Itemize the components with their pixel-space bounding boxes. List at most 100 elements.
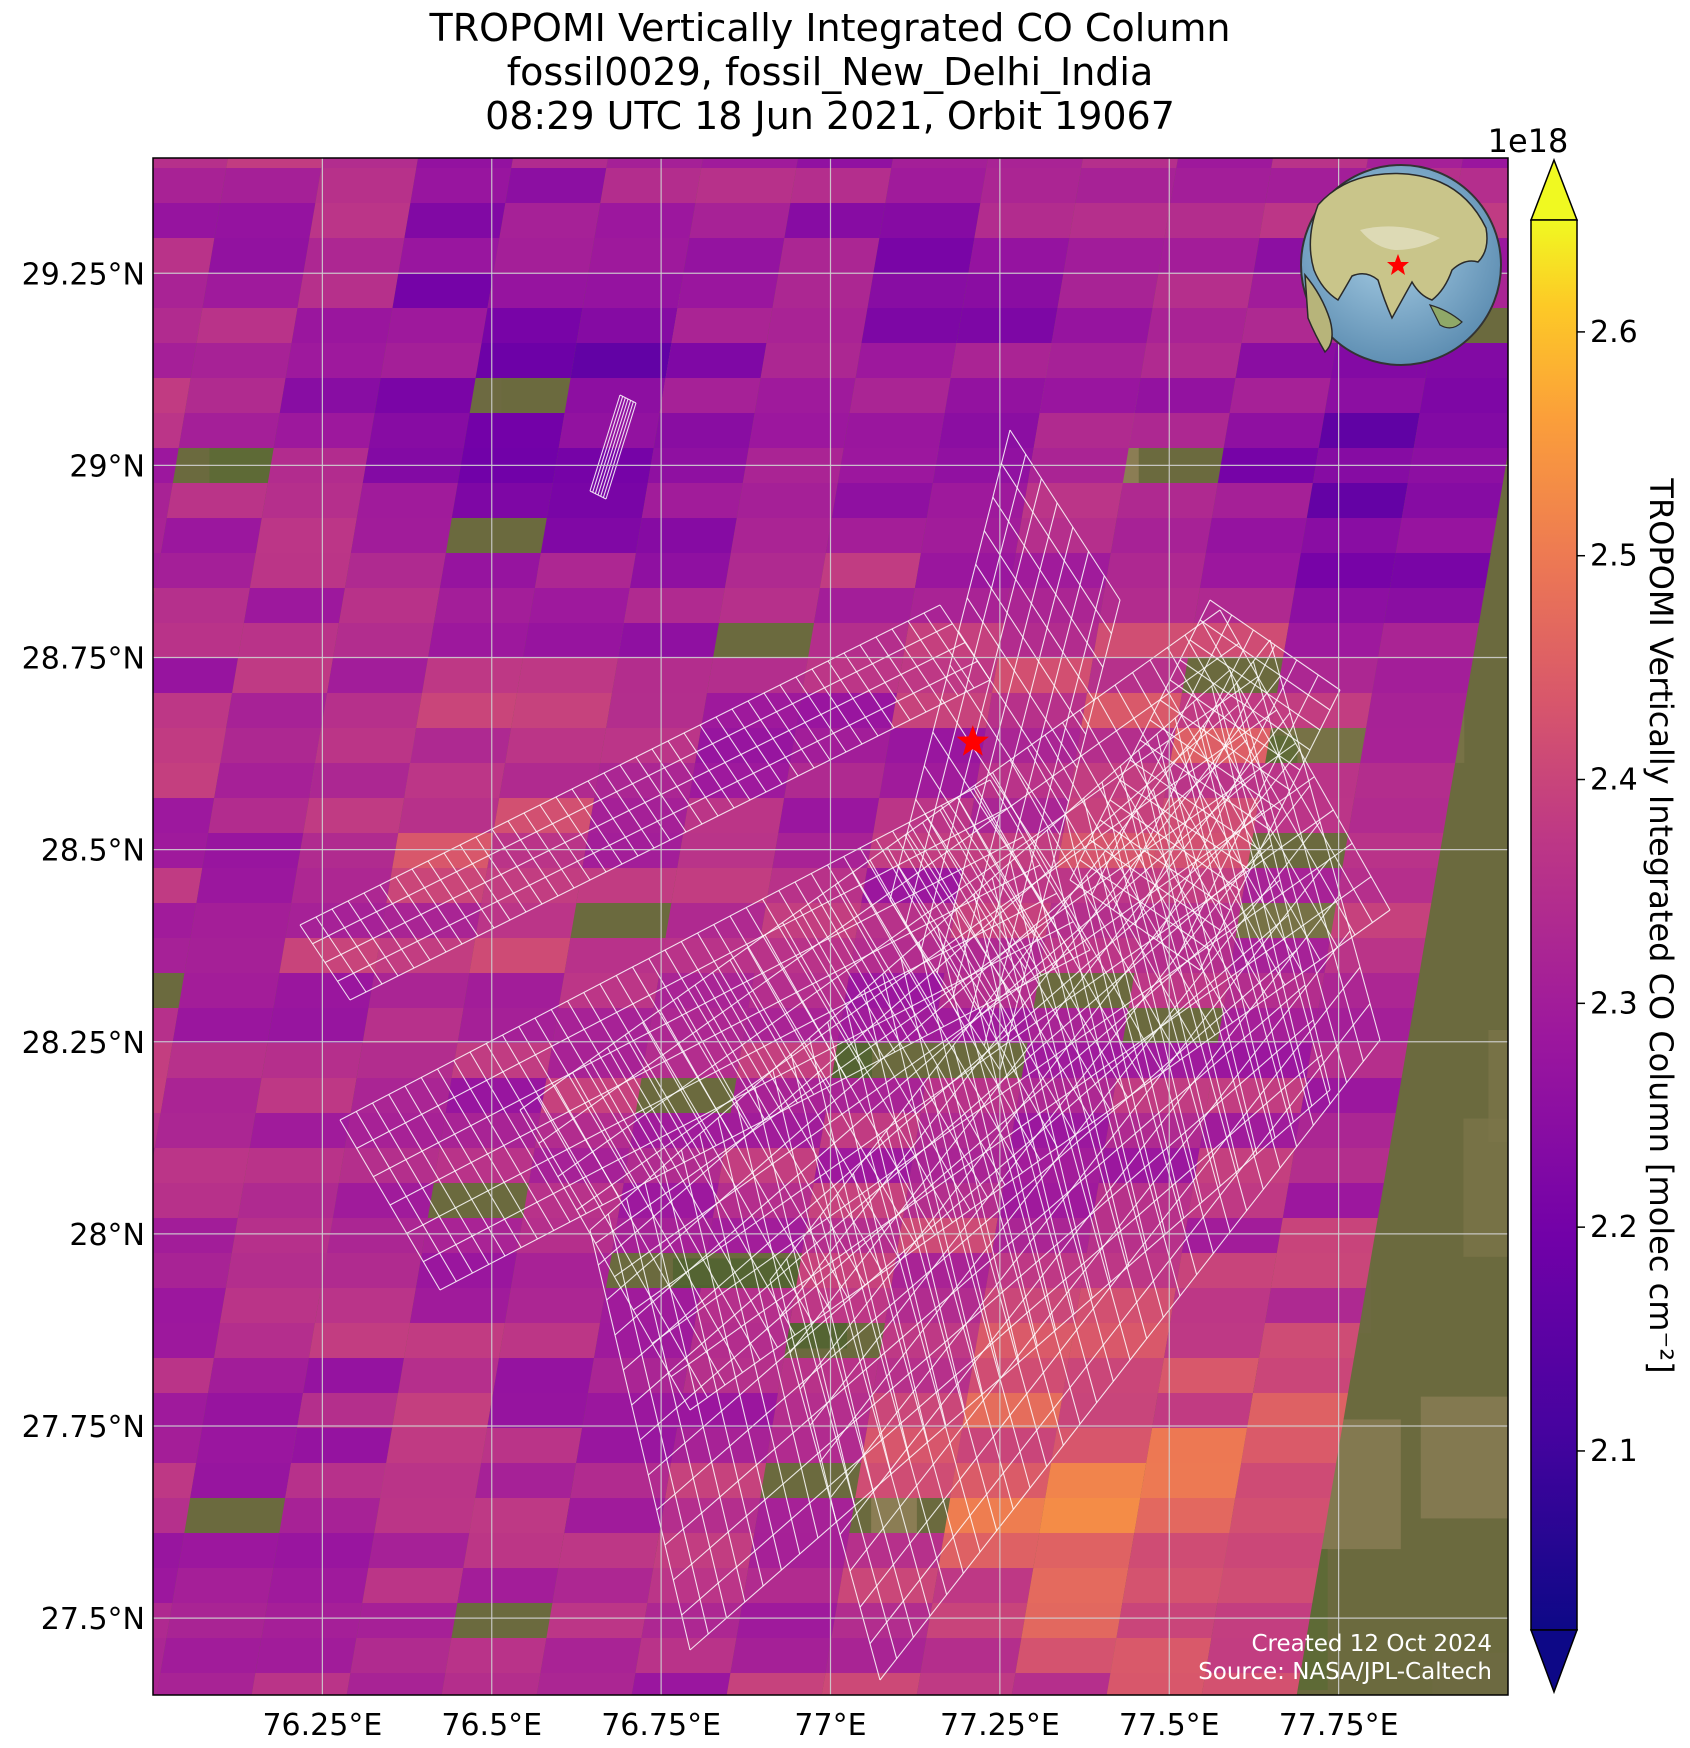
co-pixel xyxy=(36,693,137,728)
mesh-line xyxy=(594,397,626,494)
co-pixel xyxy=(701,158,799,168)
mesh-line xyxy=(923,765,1035,937)
co-pixel xyxy=(327,98,428,133)
co-pixel xyxy=(226,693,328,728)
co-pixel xyxy=(712,1183,814,1218)
co-pixel xyxy=(1318,973,1420,1008)
lat-tick-label: 28.75°N xyxy=(22,642,145,677)
co-pixel xyxy=(707,98,808,133)
co-pixel xyxy=(1253,1358,1354,1393)
co-pixel xyxy=(576,308,678,343)
mesh-line xyxy=(936,502,1058,973)
co-pixel xyxy=(986,693,1087,728)
co-pixel xyxy=(986,158,1084,168)
co-pixel xyxy=(315,168,417,203)
co-pixel xyxy=(0,1148,60,1183)
co-pixel xyxy=(736,1603,838,1638)
lat-tick-label: 28.5°N xyxy=(41,834,145,869)
co-pixel xyxy=(659,378,761,413)
co-pixel xyxy=(153,1253,232,1288)
co-pixel xyxy=(540,1638,642,1673)
co-pixel xyxy=(1270,1253,1372,1288)
co-pixel xyxy=(576,1428,678,1463)
co-pixel xyxy=(297,273,399,308)
co-pixel xyxy=(214,1323,315,1358)
co-pixel xyxy=(1146,1428,1248,1463)
co-pixel xyxy=(410,168,512,203)
co-pixel xyxy=(726,1673,826,1695)
co-pixel xyxy=(208,798,310,833)
co-pixel xyxy=(153,623,244,658)
co-pixel xyxy=(249,1113,351,1148)
co-pixel xyxy=(1039,1498,1141,1533)
co-pixel xyxy=(505,728,607,763)
co-pixel xyxy=(991,1218,1093,1253)
co-pixel xyxy=(0,1078,72,1113)
co-pixel xyxy=(736,483,838,518)
co-pixel xyxy=(974,203,1076,238)
mesh-line xyxy=(952,1045,1064,1446)
mesh-line xyxy=(936,1066,1048,1467)
co-pixel xyxy=(0,308,13,343)
mesh-line xyxy=(1009,429,1121,601)
co-pixel xyxy=(1128,1533,1230,1568)
map-frame xyxy=(152,157,1509,1696)
co-pixel xyxy=(932,1568,1034,1603)
co-pixel xyxy=(1199,553,1301,588)
co-pixel xyxy=(1235,343,1337,378)
mesh-line xyxy=(689,1089,1331,1651)
co-pixel xyxy=(1413,413,1508,448)
co-pixel xyxy=(398,238,500,273)
co-pixel xyxy=(178,973,280,1008)
co-pixel xyxy=(0,1463,6,1498)
co-pixel xyxy=(1372,98,1473,133)
co-pixel xyxy=(160,518,262,553)
co-pixel xyxy=(821,1673,921,1695)
mesh-line xyxy=(849,930,1351,1572)
co-pixel xyxy=(321,693,423,728)
co-pixel xyxy=(1342,833,1444,868)
co-pixel xyxy=(255,1638,357,1673)
mesh-line xyxy=(1136,810,1248,1211)
co-pixel xyxy=(807,1183,909,1218)
co-pixel xyxy=(320,1253,422,1288)
co-pixel xyxy=(1075,1288,1176,1323)
co-pixel xyxy=(303,1358,404,1393)
co-pixel xyxy=(285,343,387,378)
co-pixel xyxy=(974,1323,1075,1358)
mesh-line xyxy=(1169,767,1281,1169)
co-pixel xyxy=(220,728,322,763)
co-pixel xyxy=(0,1323,30,1358)
co-pixel xyxy=(1336,868,1438,903)
co-pixel xyxy=(249,553,351,588)
co-pixel xyxy=(647,1568,749,1603)
co-pixel xyxy=(861,308,963,343)
co-pixel xyxy=(653,413,755,448)
co-pixel xyxy=(1051,1428,1153,1463)
mesh-line xyxy=(589,669,1231,1231)
co-pixel xyxy=(916,1673,1016,1695)
co-pixel xyxy=(0,378,96,413)
co-pixel xyxy=(475,1463,577,1498)
co-pixel xyxy=(1,343,102,378)
co-pixel xyxy=(0,343,7,378)
mesh-line xyxy=(789,712,1291,1354)
co-pixel xyxy=(315,728,417,763)
mesh-line xyxy=(1219,703,1331,1105)
co-pixel xyxy=(219,1288,321,1323)
co-pixel xyxy=(153,1323,220,1358)
co-pixel xyxy=(475,903,577,938)
co-pixel xyxy=(326,1218,428,1253)
co-pixel xyxy=(1276,1218,1378,1253)
co-pixel xyxy=(594,763,696,798)
co-pixel xyxy=(671,308,773,343)
co-pixel xyxy=(0,1358,24,1393)
co-pixel xyxy=(153,158,229,168)
co-pixel xyxy=(368,973,470,1008)
mesh-line xyxy=(779,676,1281,1317)
co-pixel xyxy=(153,168,227,203)
co-pixel xyxy=(153,413,185,448)
mesh-line xyxy=(952,527,1074,998)
co-pixel xyxy=(855,1463,957,1498)
colorbar-tick-label: 2.3 xyxy=(1590,986,1638,1021)
